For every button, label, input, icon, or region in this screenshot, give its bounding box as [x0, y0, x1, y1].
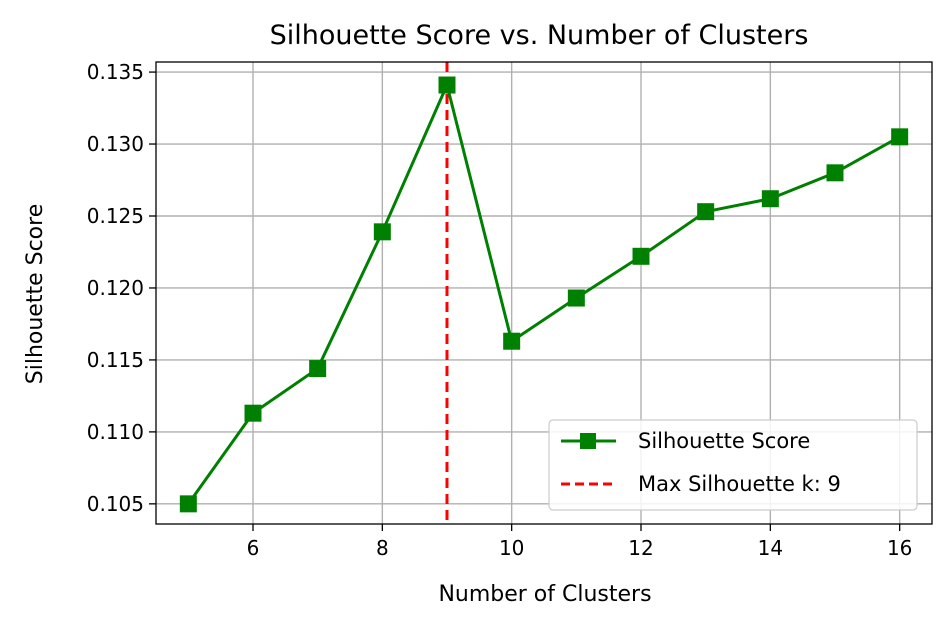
x-tick-label: 12 [628, 536, 653, 560]
y-tick-label: 0.110 [87, 420, 144, 444]
series-layer [179, 76, 909, 513]
data-point [826, 164, 844, 182]
legend-vline-label: Max Silhouette k: 9 [638, 472, 841, 496]
data-point [632, 247, 650, 265]
chart-title: Silhouette Score vs. Number of Clusters [270, 20, 809, 51]
data-point [309, 360, 327, 378]
data-point [891, 128, 909, 146]
data-point [373, 223, 391, 241]
legend-box [548, 419, 918, 511]
y-tick-label: 0.135 [87, 60, 144, 84]
x-tick-label: 6 [247, 536, 260, 560]
data-point [567, 289, 585, 307]
legend-series-label: Silhouette Score [638, 429, 810, 453]
x-tick-label: 10 [499, 536, 524, 560]
data-point [438, 76, 456, 94]
y-axis-label: Silhouette Score [23, 204, 48, 384]
x-tick-label: 8 [376, 536, 389, 560]
legend: Silhouette Score Max Silhouette k: 9 [548, 419, 918, 511]
data-point [244, 404, 262, 422]
x-axis-label: Number of Clusters [438, 582, 651, 607]
y-tick-label: 0.105 [87, 492, 144, 516]
y-axis-ticks: 0.105 0.110 0.115 0.120 0.125 0.130 0.135 [87, 60, 156, 516]
y-tick-label: 0.125 [87, 204, 144, 228]
data-point [761, 190, 779, 208]
x-tick-label: 14 [758, 536, 783, 560]
x-axis-ticks: 6 8 10 12 14 16 [247, 524, 912, 560]
y-tick-label: 0.115 [87, 348, 144, 372]
y-tick-label: 0.120 [87, 276, 144, 300]
y-tick-label: 0.130 [87, 132, 144, 156]
data-point [503, 332, 521, 350]
legend-series-marker [580, 433, 596, 449]
data-point [179, 495, 197, 513]
x-tick-label: 16 [887, 536, 912, 560]
series-line [187, 83, 901, 505]
data-point [697, 203, 715, 221]
plot-frame [155, 61, 933, 525]
